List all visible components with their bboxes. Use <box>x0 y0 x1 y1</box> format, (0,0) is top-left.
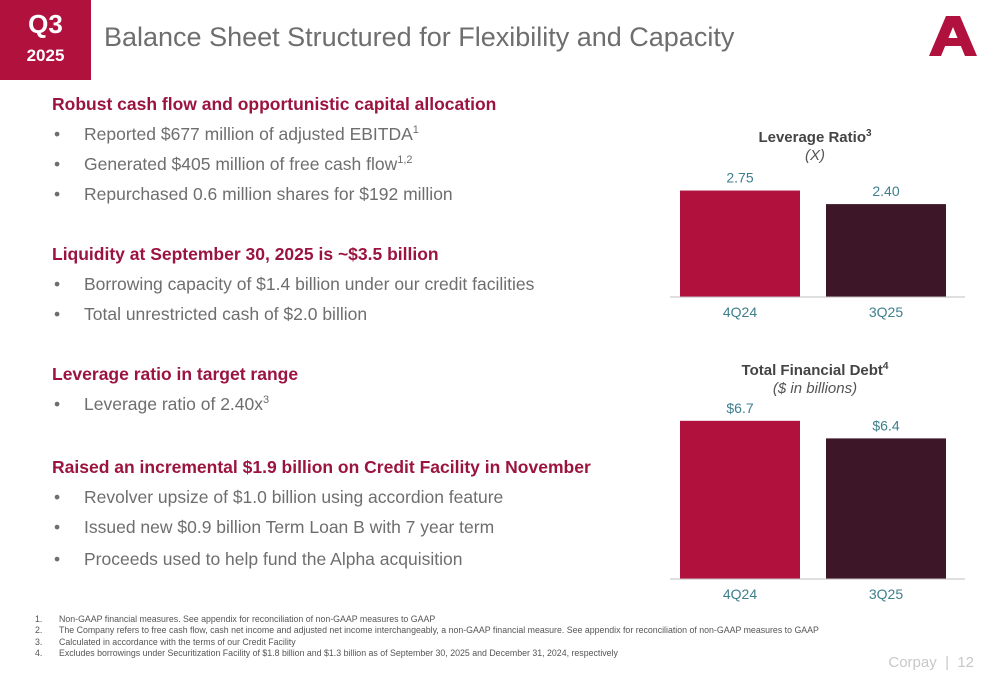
section-heading-cash-flow: Robust cash flow and opportunistic capit… <box>52 94 497 114</box>
bullet-text: Borrowing capacity of $1.4 billion under… <box>84 274 535 294</box>
data-label: $6.4 <box>872 417 899 433</box>
total-financial-debt-chart: $6.7 4Q24 $6.4 3Q25 <box>670 400 965 602</box>
section-heading-liquidity: Liquidity at September 30, 2025 is ~$3.5… <box>52 244 439 264</box>
footnote-text: Calculated in accordance with the terms … <box>59 636 296 647</box>
footnote-number: 2. <box>35 625 43 636</box>
bullet-item: • Reported $677 million of adjusted EBITD… <box>54 124 419 144</box>
bullet-item: • Leverage ratio of 2.40x3 <box>54 394 270 414</box>
footnote-number: 4. <box>35 647 43 658</box>
bullet-item: • Repurchased 0.6 million shares for $192… <box>54 184 453 204</box>
chart-title: Leverage Ratio3 <box>665 128 965 146</box>
footnote-text: The Company refers to free cash flow, ca… <box>59 625 819 636</box>
footnote: 3. Calculated in accordance with the term… <box>35 637 819 648</box>
x-tick-label: 4Q24 <box>723 586 757 602</box>
footnote: 1. Non-GAAP financial measures. See appen… <box>35 614 819 625</box>
footnote-number: 3. <box>35 636 43 647</box>
chart-title-sup: 4 <box>882 361 889 372</box>
data-label: 2.40 <box>872 183 899 199</box>
bullet-text: Repurchased 0.6 million shares for $192 … <box>84 184 453 204</box>
data-label: 2.75 <box>726 170 753 186</box>
footnote: 4. Excludes borrowings under Securitizati… <box>35 648 819 659</box>
quarter-badge: Q3 2025 <box>0 0 91 80</box>
chart-subtitle: (X) <box>805 147 825 164</box>
bullet-item: • Issued new $0.9 billion Term Loan B wit… <box>54 517 495 537</box>
bullet-text: Issued new $0.9 billion Term Loan B with… <box>84 517 495 537</box>
bullet-text: Total unrestricted cash of $2.0 billion <box>84 304 368 324</box>
badge-quarter: Q3 <box>28 9 63 39</box>
chart-title-sup: 3 <box>865 128 872 139</box>
footnote-number: 1. <box>35 614 43 624</box>
corpay-logo-icon <box>929 16 977 56</box>
bullet-item: • Borrowing capacity of $1.4 billion unde… <box>54 274 535 294</box>
footnotes: 1. Non-GAAP financial measures. See appen… <box>35 614 819 659</box>
leverage-ratio-chart: 2.75 4Q24 2.40 3Q25 <box>670 170 965 320</box>
bullet-sup: 1 <box>412 124 419 137</box>
badge-year: 2025 <box>26 46 65 65</box>
x-tick-label: 3Q25 <box>869 586 903 602</box>
bullet-sup: 3 <box>263 394 270 407</box>
bullet-text: Leverage ratio of 2.40x <box>84 394 264 414</box>
chart-title-text: Total Financial Debt <box>741 362 883 379</box>
bullet-text: Generated $405 million of free cash flow <box>84 154 398 174</box>
footnote: 2. The Company refers to free cash flow, … <box>35 625 819 636</box>
bullet-item: • Total unrestricted cash of $2.0 billion <box>54 304 368 324</box>
bullet-item: • Generated $405 million of free cash flo… <box>54 154 413 174</box>
bullet-text: Reported $677 million of adjusted EBITDA <box>84 124 413 144</box>
page-number: 12 <box>957 654 974 671</box>
bar-4Q24 <box>680 420 800 579</box>
footnote-text: Non-GAAP financial measures. See appendi… <box>59 614 436 624</box>
bar-3Q25 <box>826 438 946 579</box>
x-tick-label: 3Q25 <box>869 304 903 320</box>
footnote-text: Excludes borrowings under Securitization… <box>59 647 618 658</box>
footer-separator: | <box>945 654 949 671</box>
bar-3Q25 <box>826 204 946 297</box>
x-tick-label: 4Q24 <box>723 304 757 320</box>
bar-4Q24 <box>680 190 800 297</box>
bullet-item: • Revolver upsize of $1.0 billion using a… <box>54 487 504 507</box>
chart-subtitle: ($ in billions) <box>772 380 858 397</box>
chart-title: Total Financial Debt4 <box>665 361 965 379</box>
chart-title-text: Leverage Ratio <box>758 129 866 146</box>
bullet-item: • Proceeds used to help fund the Alpha ac… <box>54 549 463 569</box>
footer-brand: Corpay <box>888 654 937 671</box>
page-title: Balance Sheet Structured for Flexibility… <box>104 22 735 52</box>
bullet-sup: 1,2 <box>397 154 413 167</box>
bullet-text: Revolver upsize of $1.0 billion using ac… <box>84 487 504 507</box>
data-label: $6.7 <box>726 400 753 416</box>
bullet-text: Proceeds used to help fund the Alpha acq… <box>84 549 463 569</box>
section-heading-credit-facility: Raised an incremental $1.9 billion on Cr… <box>52 457 591 477</box>
page-footer: Corpay | 12 <box>888 654 974 671</box>
section-heading-leverage: Leverage ratio in target range <box>52 364 299 384</box>
